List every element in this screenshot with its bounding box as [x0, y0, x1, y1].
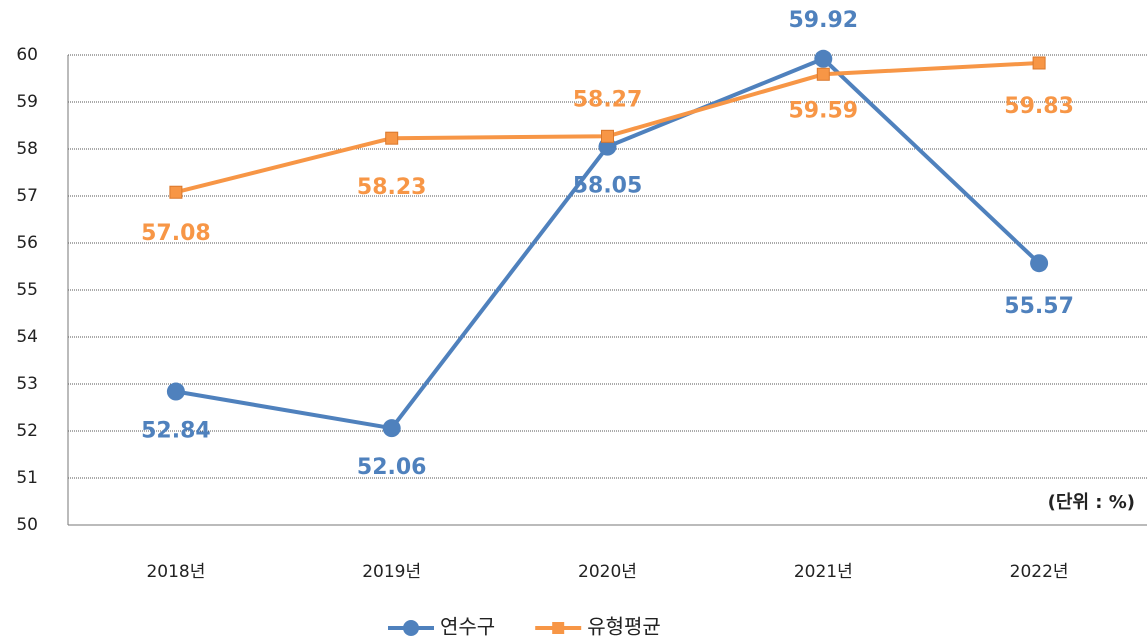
y-tick-label: 54 [16, 327, 38, 347]
y-tick-label: 53 [16, 374, 38, 394]
point [385, 131, 399, 145]
series-line [175, 56, 1041, 431]
y-tick-label: 60 [16, 45, 38, 65]
legend-marker [552, 622, 565, 634]
y-tick-label: 55 [16, 280, 38, 300]
point [601, 129, 614, 143]
y-tick-label: 50 [16, 515, 38, 535]
unit-note: (단위 : %) [1048, 492, 1135, 513]
data-label: 59.92 [789, 8, 859, 33]
x-tick-label: 2018년 [146, 562, 205, 582]
data-label: 59.83 [1004, 94, 1074, 119]
point [166, 382, 185, 401]
data-label: 52.06 [357, 455, 427, 480]
y-tick-label: 51 [16, 468, 38, 488]
point [1032, 56, 1046, 70]
y-tick-label: 59 [16, 92, 38, 112]
y-tick-label: 58 [16, 139, 38, 159]
legend-item: 연수구 [388, 615, 495, 639]
data-label: 58.05 [573, 174, 643, 199]
data-label: 58.23 [357, 175, 427, 200]
legend-marker [403, 620, 419, 636]
data-label: 52.84 [141, 419, 211, 444]
x-tick-label: 2022년 [1010, 562, 1069, 582]
point [816, 67, 830, 81]
legend-item: 유형평균 [535, 615, 661, 639]
x-tick-label: 2019년 [362, 562, 421, 582]
point [382, 419, 401, 438]
legend-label: 연수구 [440, 615, 495, 639]
x-tick-label: 2021년 [794, 562, 853, 582]
y-tick-label: 52 [16, 421, 38, 441]
data-label: 55.57 [1004, 294, 1074, 319]
data-label: 57.08 [141, 221, 211, 246]
x-tick-label: 2020년 [578, 562, 637, 582]
y-tick-label: 57 [16, 186, 38, 206]
point [1030, 254, 1049, 273]
data-label: 59.59 [789, 98, 859, 123]
point [169, 185, 183, 199]
y-tick-label: 56 [16, 233, 38, 253]
point [814, 49, 833, 68]
data-label: 58.27 [573, 87, 643, 112]
legend-label: 유형평균 [587, 615, 661, 639]
